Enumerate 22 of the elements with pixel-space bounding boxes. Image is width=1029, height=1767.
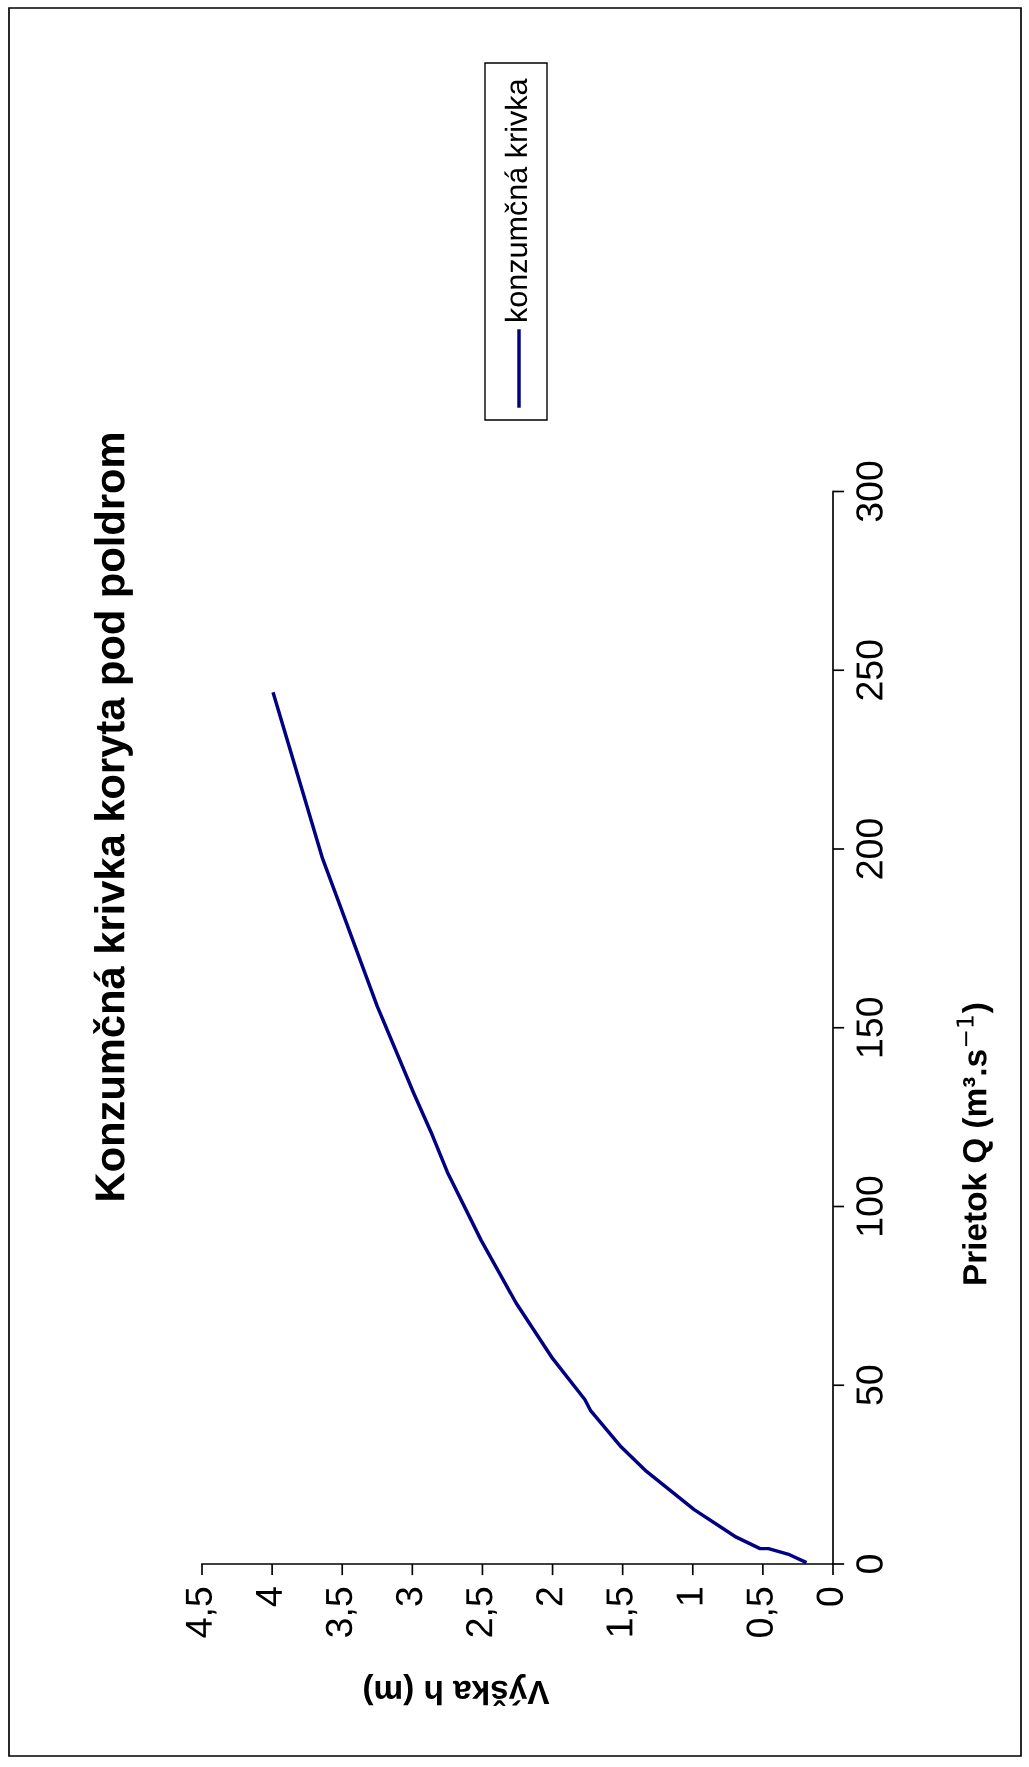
y-axis-title: Prietok Q (m³.s$^{−1}$) [956, 1003, 994, 1284]
y-tick-label: 200 [856, 819, 883, 879]
text: Konzumčná krivka koryta pod poldrom [93, 434, 133, 1200]
line-series [271, 692, 807, 1564]
text: konzumčná krivka [504, 78, 528, 321]
x-axis-title: Výška h (m) [364, 1674, 550, 1706]
x-tick-label: 3,5 [325, 1587, 357, 1637]
y-tick-label: 250 [856, 640, 883, 700]
x-tick-label: 0 [816, 1587, 844, 1606]
x-tick-label: 4 [256, 1587, 282, 1607]
x-tick-label: 0,5 [746, 1587, 778, 1637]
x-tick-label: 2 [536, 1588, 563, 1606]
x-tick-label: 3 [395, 1587, 423, 1606]
y-tick-label: 0 [856, 1555, 883, 1573]
y-tick-label: 150 [856, 997, 883, 1057]
x-tick-label: 1 [676, 1588, 703, 1605]
y-tick-label: 300 [856, 461, 883, 522]
y-tick-label: 50 [856, 1365, 883, 1405]
x-tick-label: 2,5 [465, 1587, 497, 1637]
x-tick-label: 4,5 [185, 1587, 217, 1638]
y-tick-label: 100 [856, 1176, 883, 1235]
x-tick-label: 1,5 [606, 1587, 638, 1636]
